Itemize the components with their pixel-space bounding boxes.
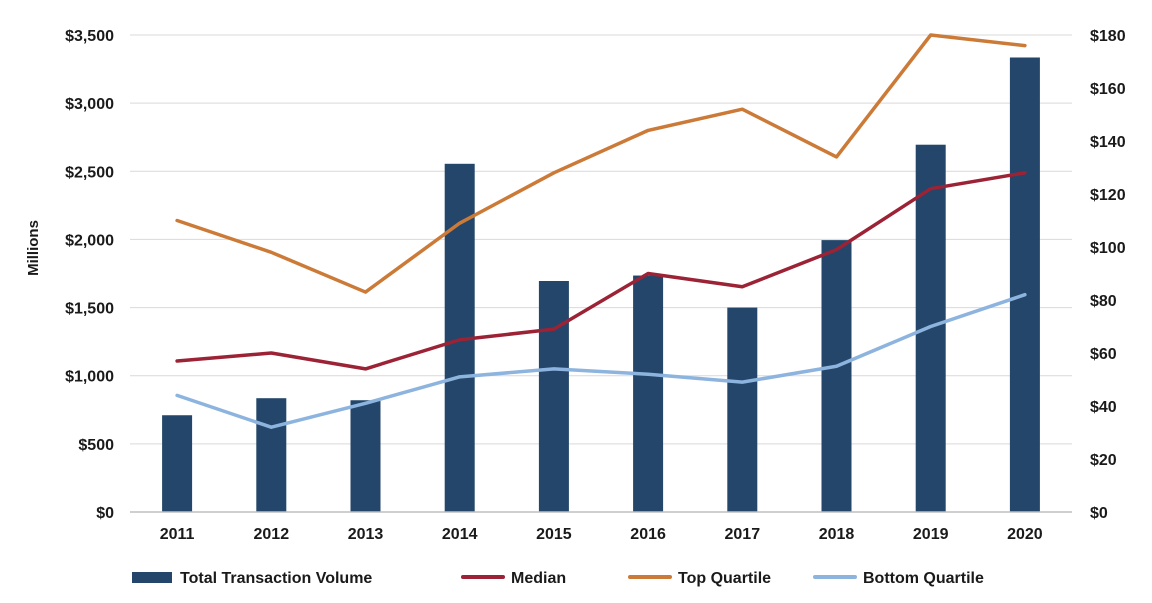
x-tick-label: 2013 bbox=[348, 526, 384, 543]
line-bottom-quartile bbox=[175, 292, 1027, 429]
legend-label-top-quartile: Top Quartile bbox=[678, 570, 771, 587]
bar-total-transaction-volume bbox=[162, 415, 193, 512]
y-left-tick-label: $0 bbox=[96, 505, 114, 522]
y-left-tick-label: $2,500 bbox=[65, 164, 114, 181]
line-median bbox=[175, 171, 1027, 371]
y-right-tick-label: $160 bbox=[1090, 81, 1126, 98]
lines bbox=[175, 33, 1027, 429]
x-tick-label: 2016 bbox=[630, 526, 666, 543]
x-tick-label: 2014 bbox=[442, 526, 478, 543]
x-tick-label: 2018 bbox=[819, 526, 855, 543]
bar-total-transaction-volume bbox=[821, 240, 852, 513]
x-tick-label: 2012 bbox=[254, 526, 290, 543]
legend-label-bottom-quartile: Bottom Quartile bbox=[863, 570, 984, 587]
x-tick-label: 2020 bbox=[1007, 526, 1043, 543]
y-left-tick-label: $2,000 bbox=[65, 232, 114, 249]
bar-total-transaction-volume bbox=[538, 280, 569, 512]
legend-label-median: Median bbox=[511, 570, 566, 587]
legend-label-total-transaction-volume: Total Transaction Volume bbox=[180, 570, 372, 587]
y-right-tick-label: $120 bbox=[1090, 187, 1126, 204]
y-right-tick-label: $40 bbox=[1090, 399, 1117, 416]
legend-swatch-total-transaction-volume bbox=[132, 572, 172, 583]
y-right-tick-label: $100 bbox=[1090, 240, 1126, 257]
legend: Total Transaction Volume Median Top Quarti… bbox=[132, 570, 984, 587]
x-tick-label: 2015 bbox=[536, 526, 572, 543]
bar-total-transaction-volume bbox=[1009, 57, 1040, 512]
y-right-tick-label: $20 bbox=[1090, 452, 1117, 469]
line-top-quartile bbox=[175, 33, 1027, 294]
y-right-tick-label: $60 bbox=[1090, 346, 1117, 363]
bar-total-transaction-volume bbox=[256, 398, 287, 512]
x-tick-label: 2017 bbox=[725, 526, 761, 543]
bars bbox=[162, 57, 1040, 513]
y-left-tick-label: $500 bbox=[78, 437, 114, 454]
y-left-tick-label: $3,500 bbox=[65, 28, 114, 45]
axes: $0 $500 $1,000 $1,500 $2,000 $2,500 $3,000 $3,5… bbox=[65, 28, 1126, 543]
y-left-tick-label: $1,000 bbox=[65, 369, 114, 386]
y-right-tick-label: $180 bbox=[1090, 28, 1126, 45]
bar-total-transaction-volume bbox=[727, 307, 758, 512]
y-right-tick-label: $140 bbox=[1090, 134, 1126, 151]
gridlines bbox=[130, 34, 1072, 445]
y-left-tick-label: $3,000 bbox=[65, 96, 114, 113]
y-left-tick-label: $1,500 bbox=[65, 301, 114, 318]
bar-total-transaction-volume bbox=[350, 400, 381, 512]
x-tick-label: 2019 bbox=[913, 526, 949, 543]
y-right-tick-label: $0 bbox=[1090, 505, 1108, 522]
x-tick-label: 2011 bbox=[160, 526, 195, 543]
y-axis-label: Millions bbox=[25, 220, 42, 276]
bar-total-transaction-volume bbox=[633, 275, 664, 512]
y-right-tick-label: $80 bbox=[1090, 293, 1117, 310]
